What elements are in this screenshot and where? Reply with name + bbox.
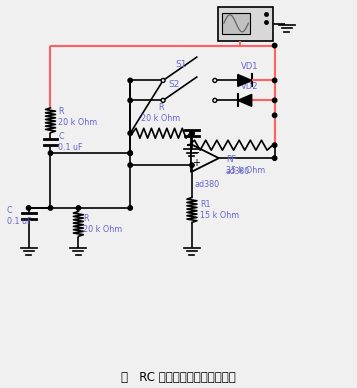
Circle shape: [272, 113, 277, 118]
Circle shape: [190, 163, 194, 167]
Circle shape: [128, 78, 132, 83]
Text: VD1: VD1: [241, 62, 258, 71]
Circle shape: [272, 98, 277, 102]
Circle shape: [272, 43, 277, 48]
Polygon shape: [238, 94, 252, 106]
Circle shape: [48, 206, 53, 210]
Circle shape: [128, 98, 132, 102]
Text: R
20 k Ohm: R 20 k Ohm: [59, 107, 98, 127]
Circle shape: [272, 143, 277, 147]
Circle shape: [128, 131, 132, 135]
Circle shape: [213, 78, 217, 82]
Circle shape: [190, 131, 194, 135]
Text: −: −: [192, 149, 200, 158]
Text: S1: S1: [175, 61, 186, 69]
Text: 图   RC 串并联式正弦波振荡电路: 图 RC 串并联式正弦波振荡电路: [121, 371, 235, 384]
Circle shape: [190, 131, 194, 135]
Circle shape: [128, 151, 132, 155]
Text: S2: S2: [168, 80, 180, 89]
Text: ad380: ad380: [226, 167, 250, 176]
Polygon shape: [238, 74, 252, 87]
Circle shape: [128, 151, 132, 155]
Text: +: +: [192, 158, 200, 168]
Text: C
0.1 uF: C 0.1 uF: [7, 206, 31, 226]
Circle shape: [128, 163, 132, 167]
Circle shape: [161, 78, 165, 82]
Text: R1
15 k Ohm: R1 15 k Ohm: [200, 200, 239, 220]
Text: R
20 k Ohm: R 20 k Ohm: [84, 214, 122, 234]
Text: VD2: VD2: [241, 82, 258, 92]
Circle shape: [48, 151, 53, 155]
Text: R
20 k Ohm: R 20 k Ohm: [141, 103, 181, 123]
Text: C
0.1 uF: C 0.1 uF: [59, 132, 83, 152]
Circle shape: [213, 99, 217, 102]
Bar: [222, 13, 250, 34]
Circle shape: [161, 99, 165, 102]
Circle shape: [272, 156, 277, 160]
Circle shape: [26, 206, 31, 210]
Text: ad380: ad380: [194, 180, 220, 189]
Circle shape: [272, 78, 277, 83]
Circle shape: [128, 206, 132, 210]
Circle shape: [76, 206, 81, 210]
Text: RF
35 k Ohm: RF 35 k Ohm: [226, 155, 265, 175]
Bar: [218, 7, 273, 41]
